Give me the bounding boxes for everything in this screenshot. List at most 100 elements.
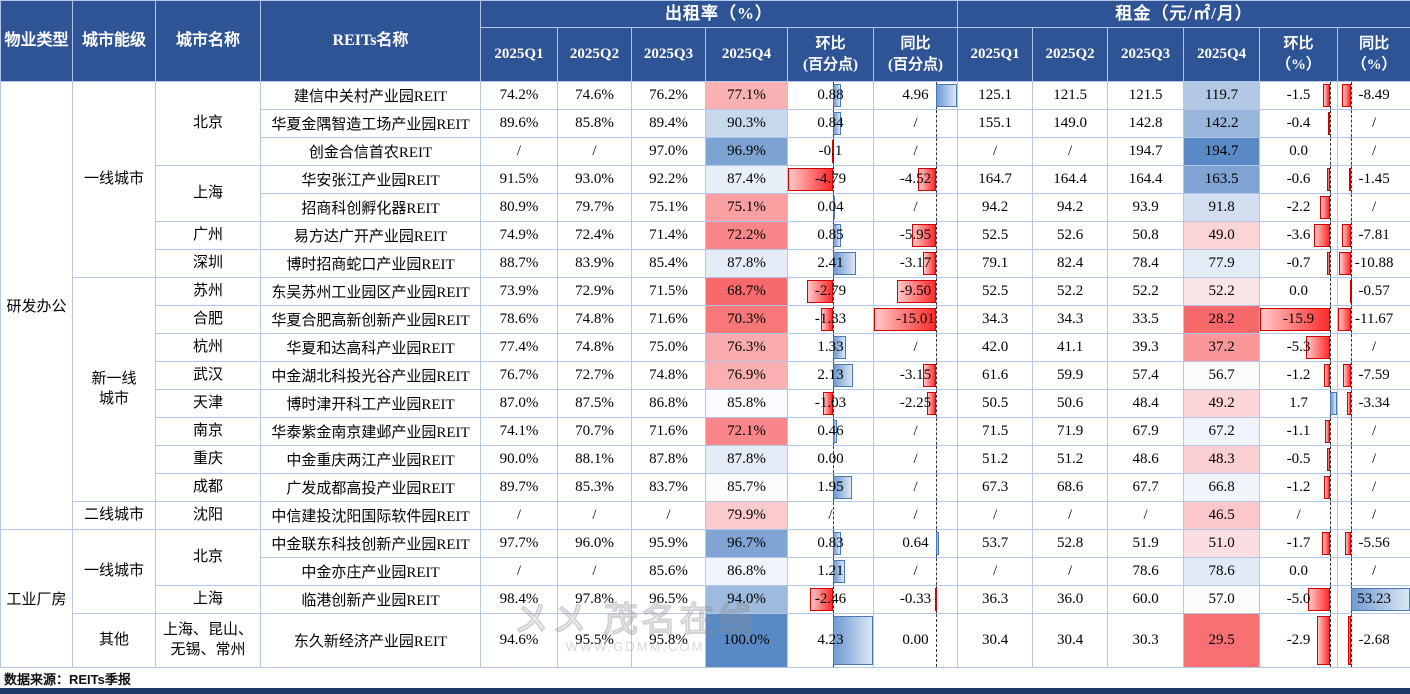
occupancy-q2: 72.9% bbox=[557, 277, 632, 306]
data-bar bbox=[1320, 196, 1330, 219]
sub-header-occ-2: 2025Q3 bbox=[631, 27, 706, 82]
occupancy-q1: 88.7% bbox=[480, 249, 558, 278]
zero-axis-line bbox=[1329, 530, 1331, 557]
occupancy-q3: 95.9% bbox=[631, 529, 706, 558]
rent-qoq-value: 0.0 bbox=[1289, 563, 1308, 579]
rent-yoy-value: -7.81 bbox=[1358, 227, 1390, 243]
city-tier: 二线城市 bbox=[72, 501, 156, 530]
rent-q1: / bbox=[957, 137, 1034, 166]
occupancy-yoy-value: -3.17 bbox=[899, 255, 932, 271]
zero-axis-line bbox=[1351, 530, 1353, 557]
rent-yoy-value: -7.59 bbox=[1358, 367, 1390, 383]
occupancy-qoq-cell: 0.00 bbox=[787, 445, 874, 474]
rent-yoy-cell: -1.45 bbox=[1337, 165, 1410, 194]
occupancy-yoy-value: / bbox=[913, 143, 918, 159]
zero-axis-line bbox=[936, 166, 938, 193]
rent-qoq-cell: -2.2 bbox=[1259, 193, 1339, 222]
bottom-accent-bar bbox=[0, 688, 1410, 694]
occupancy-yoy-cell: / bbox=[872, 137, 959, 166]
header-property-type: 物业类型 bbox=[0, 0, 73, 82]
rent-qoq-cell: -1.2 bbox=[1259, 473, 1339, 502]
occupancy-qoq-cell: 4.23 bbox=[787, 613, 874, 668]
data-bar bbox=[833, 476, 852, 499]
rent-q1: 52.5 bbox=[957, 277, 1034, 306]
occupancy-q3: 95.8% bbox=[631, 613, 706, 668]
zero-axis-line bbox=[1329, 250, 1331, 277]
rent-qoq-cell: -0.7 bbox=[1259, 249, 1339, 278]
zero-axis-line bbox=[1329, 362, 1331, 389]
data-bar bbox=[1341, 84, 1352, 107]
rent-q2: / bbox=[1032, 501, 1109, 530]
occupancy-qoq-cell: 0.85 bbox=[787, 221, 874, 250]
occupancy-yoy-cell: -2.25 bbox=[872, 389, 959, 418]
data-bar bbox=[1322, 532, 1330, 555]
zero-axis-line bbox=[1351, 222, 1353, 249]
rent-q1: 94.2 bbox=[957, 193, 1034, 222]
table-row: 招商科创孵化器REIT 80.9% 79.7% 75.1% 75.1% 0.04/94.2… bbox=[1, 193, 1410, 222]
occupancy-q2: 85.3% bbox=[557, 473, 632, 502]
data-bar bbox=[1350, 280, 1353, 303]
rent-q4: 119.7 bbox=[1183, 81, 1261, 110]
occupancy-qoq-value: 0.83 bbox=[817, 535, 844, 551]
rent-qoq-value: / bbox=[1296, 507, 1301, 523]
sub-header-rent-0: 2025Q1 bbox=[957, 27, 1034, 82]
city-name: 沈阳 bbox=[155, 501, 261, 530]
occupancy-qoq-value: -0.1 bbox=[818, 143, 843, 159]
occupancy-q2: 85.8% bbox=[557, 109, 632, 138]
occupancy-qoq-cell: -0.1 bbox=[787, 137, 874, 166]
occupancy-qoq-value: -1.33 bbox=[814, 311, 847, 327]
data-bar bbox=[1347, 392, 1352, 415]
rent-q1: 42.0 bbox=[957, 333, 1034, 362]
occupancy-yoy-cell: / bbox=[872, 445, 959, 474]
city-name: 杭州 bbox=[155, 333, 261, 362]
rent-qoq-cell: 0.0 bbox=[1259, 137, 1339, 166]
data-bar bbox=[1327, 112, 1330, 135]
data-bar bbox=[1324, 364, 1330, 387]
rent-q3: 194.7 bbox=[1107, 137, 1185, 166]
rent-q4: 37.2 bbox=[1183, 333, 1261, 362]
rent-qoq-cell: -5.3 bbox=[1259, 333, 1339, 362]
occupancy-q3: 74.8% bbox=[631, 361, 706, 390]
occupancy-q1: 77.4% bbox=[480, 333, 558, 362]
rent-q2: 36.0 bbox=[1032, 585, 1109, 614]
data-bar bbox=[1307, 588, 1330, 611]
occupancy-yoy-value: / bbox=[913, 115, 918, 131]
reit-name: 华安张江产业园REIT bbox=[260, 165, 481, 194]
city-name: 合肥 bbox=[155, 305, 261, 334]
sub-header-rent-1: 2025Q2 bbox=[1032, 27, 1109, 82]
occupancy-qoq-cell: 0.83 bbox=[787, 529, 874, 558]
occupancy-qoq-cell: 0.04 bbox=[787, 193, 874, 222]
rent-q1: / bbox=[957, 557, 1034, 586]
reit-name: 中信建投沈阳国际软件园REIT bbox=[260, 501, 481, 530]
occupancy-q1: 97.7% bbox=[480, 529, 558, 558]
data-bar bbox=[874, 308, 937, 331]
occupancy-qoq-value: 0.46 bbox=[817, 423, 844, 439]
data-bar bbox=[1324, 420, 1330, 443]
occupancy-qoq-value: 2.41 bbox=[817, 255, 844, 271]
occupancy-q2: 88.1% bbox=[557, 445, 632, 474]
rent-qoq-cell: -1.7 bbox=[1259, 529, 1339, 558]
occupancy-q4: 96.9% bbox=[705, 137, 788, 166]
occupancy-qoq-cell: -4.79 bbox=[787, 165, 874, 194]
occupancy-yoy-cell: -15.01 bbox=[872, 305, 959, 334]
zero-axis-line bbox=[936, 222, 938, 249]
occupancy-q4: 77.1% bbox=[705, 81, 788, 110]
data-source-note: 数据来源：REITs季报 bbox=[0, 668, 1410, 688]
property-type: 工业厂房 bbox=[0, 529, 73, 668]
occupancy-qoq-value: 1.33 bbox=[817, 339, 844, 355]
occupancy-yoy-value: 0.00 bbox=[902, 632, 929, 648]
zero-axis-line bbox=[1329, 278, 1331, 305]
table-row: 华夏金隅智造工场产业园REIT 89.6% 85.8% 89.4% 90.3% 0.84 /… bbox=[1, 109, 1410, 138]
rent-qoq-cell: -5.0 bbox=[1259, 585, 1339, 614]
rent-q3: 67.9 bbox=[1107, 417, 1185, 446]
zero-axis-line bbox=[833, 586, 835, 613]
data-bar bbox=[1316, 616, 1330, 665]
city-tier: 一线城市 bbox=[72, 529, 156, 614]
rent-q1: / bbox=[957, 501, 1034, 530]
table-row: 新一线 城市 苏州 东吴苏州工业园区产业园REIT 73.9% 72.9% 71.5% 68… bbox=[1, 277, 1410, 502]
rent-yoy-value: / bbox=[1372, 451, 1377, 467]
occupancy-q4: 100.0% bbox=[705, 613, 788, 668]
occupancy-q1: 74.9% bbox=[480, 221, 558, 250]
rent-qoq-value: -1.7 bbox=[1286, 535, 1311, 551]
